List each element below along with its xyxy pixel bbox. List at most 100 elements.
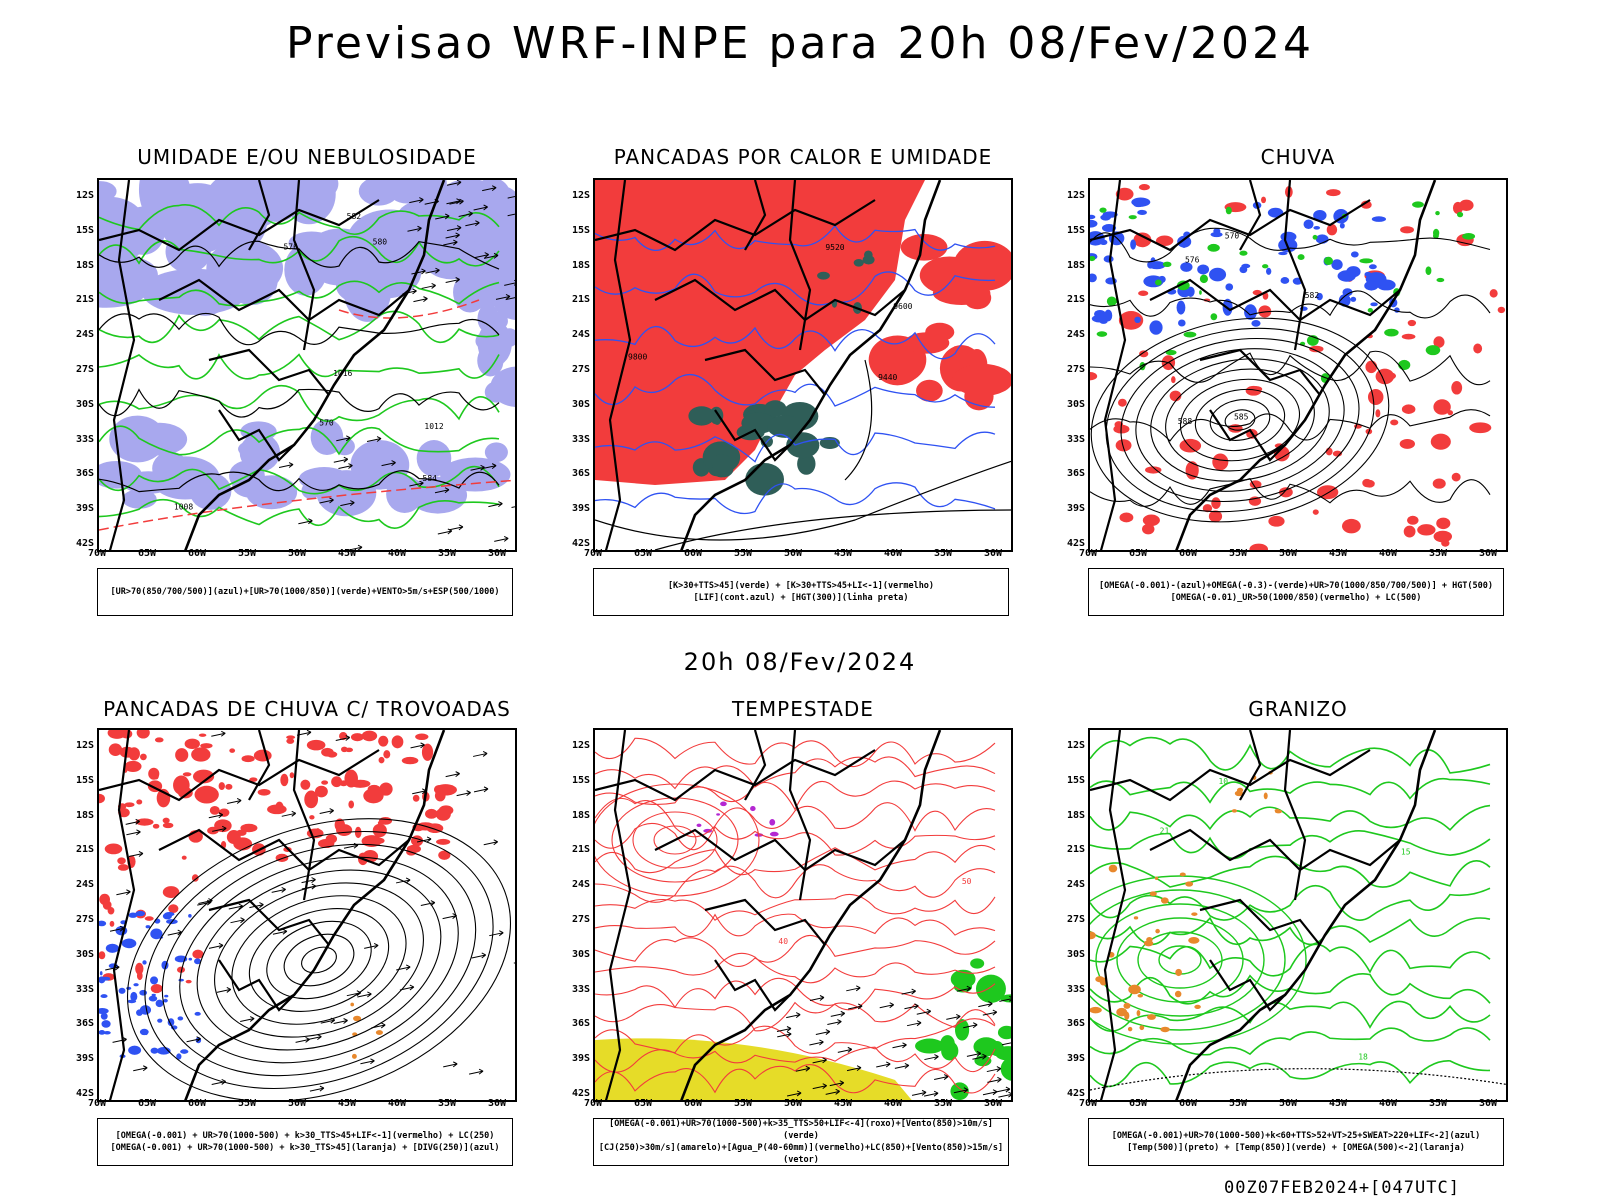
humidity-shade <box>416 440 452 477</box>
convective-area-red <box>198 733 207 737</box>
streamline-red <box>595 780 996 811</box>
contour-label: 15 <box>1401 848 1411 857</box>
latitude-tick-label: 12S <box>1066 740 1085 751</box>
pressure-contour <box>99 312 500 346</box>
latitude-tick-label: 42S <box>75 1088 94 1099</box>
wind-vector <box>449 198 464 205</box>
latitude-tick-label: 27S <box>75 364 94 375</box>
convective-area-red <box>336 824 353 836</box>
convective-area-red <box>108 743 123 756</box>
rain-area-red <box>1309 345 1324 353</box>
omega-area-orange <box>1133 916 1139 920</box>
latitude-tick-label: 12S <box>571 740 590 751</box>
rain-area-red <box>1142 514 1160 526</box>
omega-area-orange <box>1143 940 1154 947</box>
humidity-shade <box>189 472 232 510</box>
rain-area-blue <box>1091 314 1108 323</box>
wind-vector <box>776 1026 792 1032</box>
wind-vector <box>507 213 515 217</box>
latitude-tick-label: 42S <box>1066 538 1085 549</box>
streamline-red <box>595 864 996 903</box>
convective-area-red <box>109 920 115 927</box>
latitude-tick-label: 30S <box>571 398 590 410</box>
omega-area-orange <box>1160 897 1169 904</box>
rain-area-blue <box>1266 267 1272 275</box>
wind-vector <box>473 204 488 211</box>
divergence-area-blue <box>155 999 164 1008</box>
latitude-tick-label: 42S <box>75 538 94 549</box>
wind-vector <box>465 220 480 227</box>
omega-area-orange <box>1179 872 1186 877</box>
political-border <box>1199 348 1321 396</box>
streamline-arrow <box>281 810 297 817</box>
convective-area-red <box>240 823 258 833</box>
rain-area-blue <box>1180 262 1193 272</box>
wind-850-area-green <box>975 974 1006 1003</box>
rain-area-red <box>1365 360 1378 374</box>
wind-vector <box>837 1046 853 1053</box>
convective-area-red <box>135 962 144 975</box>
convective-area-red <box>207 826 219 835</box>
divergence-area-blue <box>145 925 151 929</box>
streamline-arrow <box>212 825 227 832</box>
political-border <box>158 278 410 322</box>
omega-area-orange <box>1090 931 1096 940</box>
wind-vector <box>338 463 353 470</box>
streamline-arrow <box>395 877 411 884</box>
convective-area-orange <box>375 1030 384 1035</box>
humidity-contour-green <box>99 425 500 456</box>
latitude-tick-label: 21S <box>75 844 94 856</box>
contour-label: 40 <box>778 937 788 946</box>
streamline-arrow <box>216 986 232 993</box>
convective-area-red <box>289 772 295 779</box>
rain-area-blue <box>1225 283 1234 291</box>
divergence-area-blue <box>100 1012 108 1020</box>
longitude-tick-label: 60W <box>187 548 207 559</box>
latitude-tick-label: 36S <box>1066 468 1085 480</box>
streamline-arrow <box>295 1036 310 1043</box>
political-border <box>1209 409 1286 462</box>
rain-area-blue <box>1280 277 1290 284</box>
wind-850-area-green <box>955 1018 970 1041</box>
streamline-arrow <box>473 750 488 757</box>
longitude-tick-label: 50W <box>783 548 803 559</box>
streamline-arrow <box>320 1017 336 1024</box>
rain-area-red <box>1407 515 1419 525</box>
rain-area-red <box>1326 189 1341 197</box>
legend-line: [K>30+TTS>45](verde) + [K>30+TTS>45+LI<-… <box>667 581 935 591</box>
streamline-arrow <box>343 842 359 849</box>
omega-area-orange <box>1116 1007 1128 1017</box>
convective-area-red <box>124 760 142 772</box>
longitude-tick-label: 55W <box>1228 1098 1248 1109</box>
map-chuva: 588 582 576 570 585 <box>1088 178 1508 552</box>
rain-area-red <box>1459 199 1474 211</box>
rain-area-red <box>1430 433 1451 450</box>
wind-vector <box>946 1013 961 1020</box>
rain-area-green <box>1162 261 1172 268</box>
latitude-tick-label: 15S <box>571 774 590 786</box>
humidity-contour-green <box>99 280 500 307</box>
latitude-tick-label: 27S <box>571 914 590 925</box>
rain-area-green <box>1359 258 1374 264</box>
streamline-arrow <box>186 1036 201 1043</box>
wind-vector <box>443 239 458 246</box>
contour-label: 576 <box>283 242 298 251</box>
political-border <box>1099 730 1127 1100</box>
rain-area-blue <box>1131 197 1151 207</box>
instability-area-red <box>900 233 948 261</box>
legend-line: [UR>70(850/700/500)](azul)+[UR>70(1000/8… <box>110 587 500 597</box>
latitude-tick-label: 12S <box>75 740 94 751</box>
streamline-arrow <box>112 1036 127 1043</box>
rain-area-red <box>1473 343 1483 354</box>
rain-area-red <box>1118 310 1144 330</box>
temp-850-contour <box>1090 1060 1491 1088</box>
latitude-tick-label: 18S <box>571 809 590 821</box>
convective-area-red <box>136 799 143 805</box>
legend-line: [OMEGA(-0.001) + UR>70(1000-500) + k>30_… <box>110 1143 500 1153</box>
omega-area-orange <box>1127 1026 1133 1032</box>
longitude-tick-label: 45W <box>833 1098 853 1109</box>
humidity-contour-green <box>99 310 500 344</box>
rain-area-red <box>1360 200 1372 209</box>
humidity-shade <box>461 274 498 296</box>
map-pancadas-trovoadas <box>97 728 517 1102</box>
